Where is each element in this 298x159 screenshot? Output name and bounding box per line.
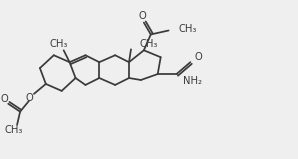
Text: O: O xyxy=(25,93,33,103)
Text: CH₃: CH₃ xyxy=(179,24,197,34)
Text: O: O xyxy=(139,11,147,21)
Text: CH₃: CH₃ xyxy=(140,39,158,49)
Text: O: O xyxy=(194,52,202,62)
Text: O: O xyxy=(0,94,8,104)
Text: NH₂: NH₂ xyxy=(184,76,202,86)
Text: CH₃: CH₃ xyxy=(49,39,68,49)
Text: CH₃: CH₃ xyxy=(5,125,23,135)
